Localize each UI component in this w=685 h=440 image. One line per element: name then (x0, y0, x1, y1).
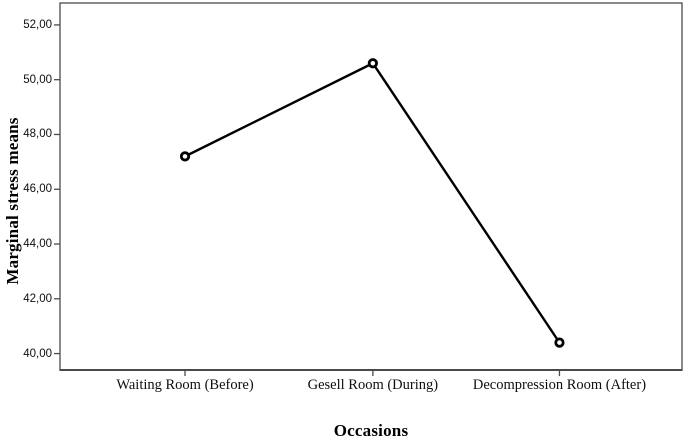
series-line (183, 62, 561, 344)
x-axis-title: Occasions (333, 421, 409, 440)
y-tick-label: 40,00 (23, 347, 52, 360)
x-tick-label: Waiting Room (Before) (116, 377, 254, 393)
y-tick-label: 42,00 (23, 292, 52, 305)
y-tick-label: 50,00 (23, 73, 52, 86)
y-tick-label: 46,00 (23, 183, 52, 196)
data-point-marker (367, 58, 378, 69)
y-tick-label: 52,00 (23, 18, 52, 31)
x-tick-label: Gesell Room (During) (307, 377, 439, 393)
plot-frame (59, 2, 683, 371)
x-tick-label: Decompression Room (After) (472, 377, 647, 393)
y-tick-label: 48,00 (23, 128, 52, 141)
data-point-marker (179, 151, 191, 162)
y-tick-label: 44,00 (23, 238, 52, 250)
data-point-marker (554, 337, 565, 348)
